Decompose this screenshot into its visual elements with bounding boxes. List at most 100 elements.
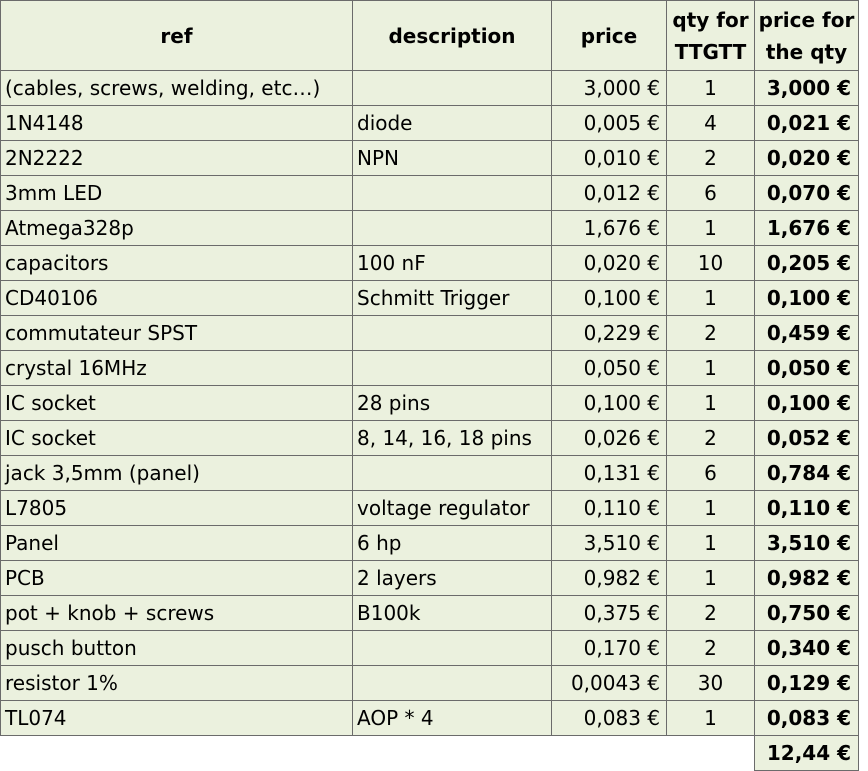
cell-description (352, 455, 552, 491)
cell-qty: 1 (666, 70, 755, 106)
cell-qty: 1 (666, 700, 755, 736)
cell-ref: PCB (0, 560, 353, 596)
table-row: 1N4148 diode 0,005 €4 0,021 € (0, 105, 859, 141)
cell-description: 2 layers (352, 560, 552, 596)
cell-price: 0,0043 € (551, 665, 667, 701)
header-price: price (551, 0, 667, 71)
cell-description (352, 70, 552, 106)
cell-qty: 6 (666, 455, 755, 491)
cell-ref: (cables, screws, welding, etc…) (0, 70, 353, 106)
table-row: 2N2222 NPN 0,010 €2 0,020 € (0, 140, 859, 176)
total-row: 12,44 € (0, 735, 859, 771)
cell-total: 0,021 € (754, 105, 859, 141)
table-row: Panel 6 hp 3,510 €1 3,510 € (0, 525, 859, 561)
cell-total: 0,982 € (754, 560, 859, 596)
cell-description: B100k (352, 595, 552, 631)
grand-total: 12,44 € (754, 735, 859, 771)
cell-description: 6 hp (352, 525, 552, 561)
blank-cell (352, 735, 552, 771)
cell-price: 0,012 € (551, 175, 667, 211)
cell-description: 8, 14, 16, 18 pins (352, 420, 552, 456)
cell-description (352, 630, 552, 666)
header-qty: qty for TTGTT (666, 0, 755, 71)
cell-description (352, 210, 552, 246)
cell-total: 0,110 € (754, 490, 859, 526)
cell-description (352, 175, 552, 211)
cell-qty: 30 (666, 665, 755, 701)
header-description: description (352, 0, 552, 71)
cell-ref: IC socket (0, 420, 353, 456)
cell-price: 0,050 € (551, 350, 667, 386)
cell-price: 0,020 € (551, 245, 667, 281)
cell-ref: IC socket (0, 385, 353, 421)
cell-qty: 6 (666, 175, 755, 211)
table-row: resistor 1% 0,0043 €30 0,129 € (0, 665, 859, 701)
cell-ref: 2N2222 (0, 140, 353, 176)
cell-description: voltage regulator (352, 490, 552, 526)
cell-qty: 1 (666, 490, 755, 526)
cell-ref: capacitors (0, 245, 353, 281)
table-row: jack 3,5mm (panel) 0,131 €6 0,784 € (0, 455, 859, 491)
cell-qty: 1 (666, 350, 755, 386)
table-row: CD40106 Schmitt Trigger 0,100 €1 0,100 € (0, 280, 859, 316)
table-row: Atmega328p 1,676 €1 1,676 € (0, 210, 859, 246)
cell-total: 0,100 € (754, 280, 859, 316)
table-row: commutateur SPST 0,229 €2 0,459 € (0, 315, 859, 351)
cell-description: Schmitt Trigger (352, 280, 552, 316)
cell-price: 3,510 € (551, 525, 667, 561)
cell-ref: jack 3,5mm (panel) (0, 455, 353, 491)
cell-description: NPN (352, 140, 552, 176)
cell-ref: crystal 16MHz (0, 350, 353, 386)
header-qty-line1: qty for (672, 7, 749, 32)
cell-total: 0,750 € (754, 595, 859, 631)
table-row: (cables, screws, welding, etc…) 3,000 €1 3… (0, 70, 859, 106)
table-row: capacitors 100 nF 0,020 €10 0,205 € (0, 245, 859, 281)
cell-price: 0,100 € (551, 385, 667, 421)
cell-ref: commutateur SPST (0, 315, 353, 351)
cell-price: 0,375 € (551, 595, 667, 631)
cell-price: 0,170 € (551, 630, 667, 666)
cell-total: 0,020 € (754, 140, 859, 176)
cell-price: 3,000 € (551, 70, 667, 106)
cell-ref: resistor 1% (0, 665, 353, 701)
cell-qty: 1 (666, 525, 755, 561)
cell-total: 0,083 € (754, 700, 859, 736)
header-total-line2: the qty (765, 39, 848, 64)
cell-description (352, 350, 552, 386)
cell-qty: 2 (666, 420, 755, 456)
cell-qty: 1 (666, 210, 755, 246)
cell-ref: 3mm LED (0, 175, 353, 211)
cell-total: 0,100 € (754, 385, 859, 421)
cell-ref: TL074 (0, 700, 353, 736)
table-row: crystal 16MHz 0,050 €1 0,050 € (0, 350, 859, 386)
cell-qty: 2 (666, 315, 755, 351)
cell-ref: Atmega328p (0, 210, 353, 246)
cell-price: 0,110 € (551, 490, 667, 526)
table-row: IC socket 28 pins 0,100 €1 0,100 € (0, 385, 859, 421)
cell-total: 0,459 € (754, 315, 859, 351)
cell-qty: 4 (666, 105, 755, 141)
cell-description (352, 665, 552, 701)
cell-ref: CD40106 (0, 280, 353, 316)
cell-ref: 1N4148 (0, 105, 353, 141)
header-row: ref description price qty for TTGTT pric… (0, 0, 859, 71)
cell-price: 0,010 € (551, 140, 667, 176)
header-total-line1: price for (758, 7, 855, 32)
table-row: pusch button 0,170 €2 0,340 € (0, 630, 859, 666)
cell-qty: 1 (666, 385, 755, 421)
table-row: PCB 2 layers 0,982 €1 0,982 € (0, 560, 859, 596)
cell-total: 0,070 € (754, 175, 859, 211)
cell-qty: 1 (666, 280, 755, 316)
header-ref: ref (0, 0, 353, 71)
cell-description: diode (352, 105, 552, 141)
cell-total: 0,784 € (754, 455, 859, 491)
table-row: 3mm LED 0,012 €6 0,070 € (0, 175, 859, 211)
cell-price: 0,229 € (551, 315, 667, 351)
cell-price: 0,100 € (551, 280, 667, 316)
cell-price: 0,026 € (551, 420, 667, 456)
cell-ref: Panel (0, 525, 353, 561)
header-total: price for the qty (754, 0, 859, 71)
cell-total: 3,510 € (754, 525, 859, 561)
blank-cell (551, 735, 667, 771)
